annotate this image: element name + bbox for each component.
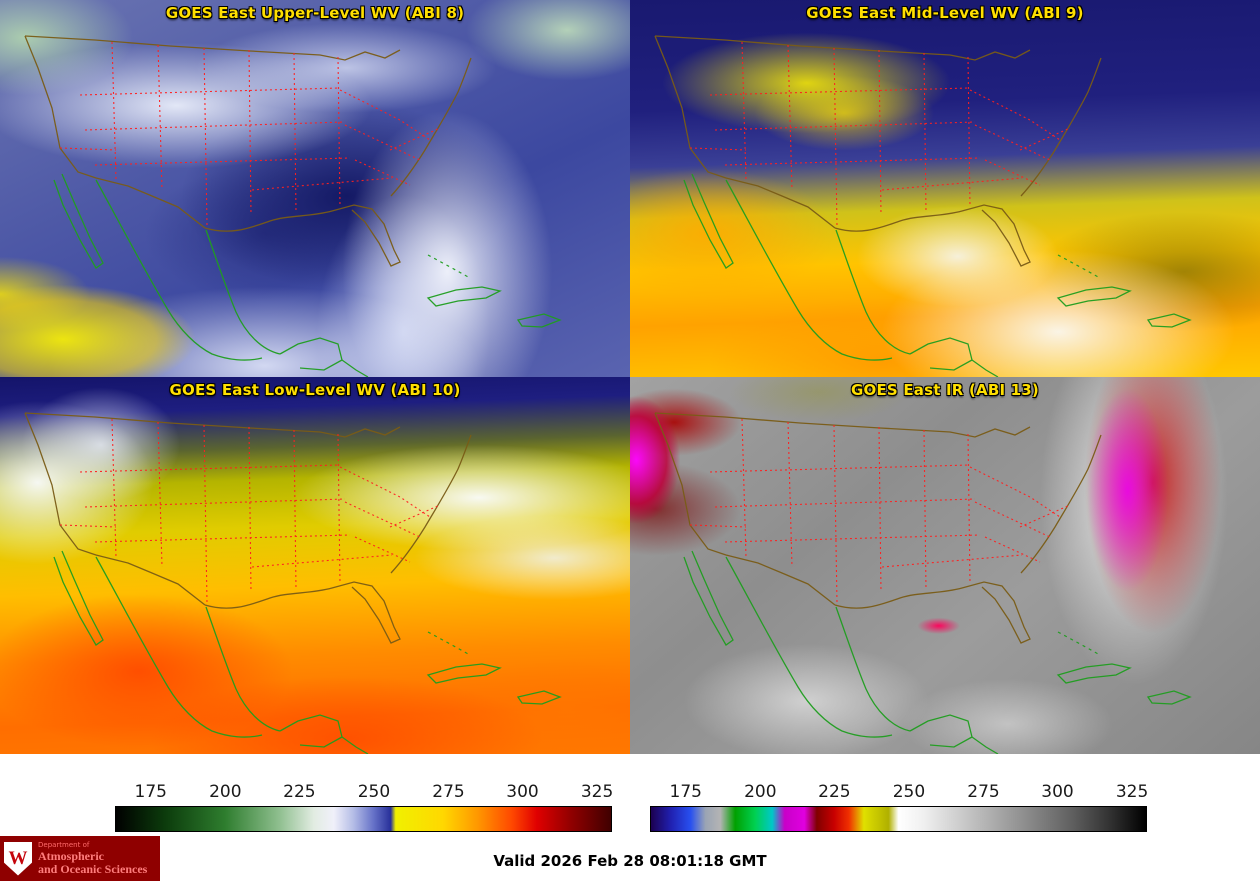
satellite-imagery-abi8 — [0, 0, 630, 377]
tick-label: 275 — [432, 782, 465, 802]
map-boundaries-overlay — [654, 35, 1191, 377]
crest-letter: W — [8, 847, 28, 869]
tick-label: 200 — [744, 782, 777, 802]
panel-upper-level-wv: GOES East Upper-Level WV (ABI 8) — [0, 0, 630, 377]
tick-label: 175 — [134, 782, 168, 802]
colorbar-wv-ticks: 175 200 225 250 275 300 325 — [115, 782, 614, 806]
logo-text: Department of Atmospheric and Oceanic Sc… — [38, 840, 148, 876]
panels-grid: GOES East Upper-Level WV (ABI 8) GOES Ea… — [0, 0, 1260, 754]
tick-label: 225 — [283, 782, 316, 802]
satellite-imagery-abi13 — [630, 377, 1260, 754]
panel-ir: GOES East IR (ABI 13) — [630, 377, 1260, 754]
colorbar-wv: 175 200 225 250 275 300 325 — [115, 782, 614, 832]
tick-label: 250 — [357, 782, 391, 802]
map-boundaries-overlay — [654, 412, 1191, 754]
colorbar-ir-ticks: 175 200 225 250 275 300 325 — [650, 782, 1149, 806]
tick-label: 325 — [1115, 782, 1149, 802]
tick-label: 175 — [669, 782, 703, 802]
tick-label: 300 — [1041, 782, 1074, 802]
panel-title-abi13: GOES East IR (ABI 13) — [850, 381, 1039, 399]
panel-title-abi8: GOES East Upper-Level WV (ABI 8) — [165, 4, 465, 22]
panel-mid-level-wv: GOES East Mid-Level WV (ABI 9) — [630, 0, 1260, 377]
tick-label: 325 — [580, 782, 614, 802]
tick-label: 200 — [209, 782, 242, 802]
tick-label: 275 — [967, 782, 1000, 802]
panel-low-level-wv: GOES East Low-Level WV (ABI 10) — [0, 377, 630, 754]
tick-label: 300 — [506, 782, 539, 802]
valid-time: Valid 2026 Feb 28 08:01:18 GMT — [493, 852, 767, 870]
uw-aos-logo: W Department of Atmospheric and Oceanic … — [0, 836, 160, 881]
colorbar-ir: 175 200 225 250 275 300 325 — [650, 782, 1149, 832]
satellite-imagery-abi10 — [0, 377, 630, 754]
logo-line2: and Oceanic Sciences — [38, 861, 148, 876]
colorbar-ir-gradient — [650, 806, 1147, 832]
panel-title-abi10: GOES East Low-Level WV (ABI 10) — [169, 381, 461, 399]
map-boundaries-overlay — [24, 35, 561, 377]
map-boundaries-overlay — [24, 412, 561, 754]
tick-label: 250 — [892, 782, 926, 802]
satellite-imagery-abi9 — [630, 0, 1260, 377]
tick-label: 225 — [818, 782, 851, 802]
logo-department-of: Department of — [38, 840, 90, 849]
footer: 175 200 225 250 275 300 325 175 200 225 … — [0, 754, 1260, 881]
logo-line1: Atmospheric — [38, 849, 104, 864]
panel-title-abi9: GOES East Mid-Level WV (ABI 9) — [806, 4, 1084, 22]
colorbar-wv-gradient — [115, 806, 612, 832]
